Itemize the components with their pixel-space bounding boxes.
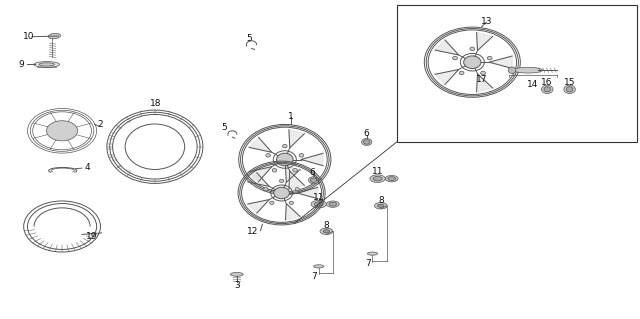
Polygon shape: [285, 204, 300, 220]
Ellipse shape: [470, 47, 475, 51]
Ellipse shape: [276, 153, 293, 166]
Ellipse shape: [323, 230, 330, 233]
Ellipse shape: [362, 138, 372, 145]
Polygon shape: [248, 173, 269, 186]
Ellipse shape: [39, 63, 54, 66]
Text: 19: 19: [86, 232, 98, 241]
Ellipse shape: [311, 200, 326, 208]
Ellipse shape: [564, 85, 575, 93]
Text: 17: 17: [476, 75, 487, 84]
Ellipse shape: [282, 145, 287, 148]
Ellipse shape: [388, 177, 396, 181]
Text: 8: 8: [324, 221, 329, 230]
Text: 15: 15: [564, 78, 575, 87]
Text: 11: 11: [372, 167, 383, 176]
Ellipse shape: [378, 204, 384, 207]
Ellipse shape: [295, 188, 300, 191]
Text: 6: 6: [364, 130, 369, 138]
Polygon shape: [489, 56, 512, 68]
Ellipse shape: [374, 203, 387, 209]
Text: 16: 16: [541, 78, 553, 87]
Polygon shape: [435, 70, 459, 84]
Polygon shape: [285, 166, 300, 182]
Text: 11: 11: [313, 193, 324, 202]
Ellipse shape: [274, 187, 289, 199]
Polygon shape: [435, 40, 459, 55]
Ellipse shape: [452, 56, 458, 60]
Polygon shape: [301, 153, 323, 166]
Ellipse shape: [48, 33, 61, 39]
Text: 1: 1: [289, 112, 294, 121]
Polygon shape: [289, 130, 305, 148]
Ellipse shape: [269, 201, 274, 204]
Ellipse shape: [370, 175, 385, 182]
Text: 6: 6: [310, 168, 315, 177]
Ellipse shape: [329, 202, 337, 206]
Ellipse shape: [373, 176, 382, 181]
Polygon shape: [248, 200, 269, 213]
Ellipse shape: [544, 87, 550, 92]
Text: 7: 7: [365, 259, 371, 268]
Text: 7: 7: [311, 272, 316, 281]
Text: 9: 9: [18, 60, 24, 69]
Polygon shape: [289, 171, 305, 189]
Text: 12: 12: [247, 227, 259, 236]
Ellipse shape: [266, 154, 271, 157]
Ellipse shape: [272, 168, 277, 172]
Ellipse shape: [308, 177, 319, 184]
Text: 3: 3: [234, 281, 239, 290]
Ellipse shape: [514, 67, 543, 73]
Ellipse shape: [364, 140, 370, 144]
Ellipse shape: [314, 265, 324, 268]
Ellipse shape: [230, 272, 243, 276]
Text: 13: 13: [481, 17, 492, 26]
Text: 2: 2: [97, 120, 103, 129]
Ellipse shape: [299, 154, 304, 157]
Ellipse shape: [481, 71, 486, 75]
Text: 5: 5: [247, 34, 252, 43]
Ellipse shape: [310, 178, 317, 182]
Text: 5: 5: [221, 123, 227, 132]
Polygon shape: [249, 137, 272, 152]
Polygon shape: [477, 33, 493, 50]
Polygon shape: [477, 74, 493, 92]
Ellipse shape: [508, 67, 516, 73]
Ellipse shape: [541, 85, 553, 93]
Ellipse shape: [264, 188, 268, 191]
Ellipse shape: [280, 179, 284, 182]
Ellipse shape: [314, 202, 323, 206]
Polygon shape: [297, 187, 318, 199]
Ellipse shape: [367, 252, 378, 255]
Text: 10: 10: [23, 32, 35, 41]
Ellipse shape: [566, 87, 573, 92]
Text: 14: 14: [527, 80, 539, 89]
Text: 8: 8: [378, 196, 383, 204]
Ellipse shape: [289, 201, 294, 204]
Ellipse shape: [459, 71, 464, 75]
Ellipse shape: [47, 121, 77, 141]
Ellipse shape: [320, 228, 333, 234]
Ellipse shape: [292, 168, 298, 172]
Text: 18: 18: [150, 99, 161, 108]
Ellipse shape: [385, 175, 398, 182]
Ellipse shape: [326, 201, 339, 207]
Ellipse shape: [487, 56, 492, 60]
Ellipse shape: [463, 56, 481, 69]
Ellipse shape: [34, 62, 60, 67]
Polygon shape: [249, 167, 272, 182]
Text: 4: 4: [84, 163, 90, 172]
